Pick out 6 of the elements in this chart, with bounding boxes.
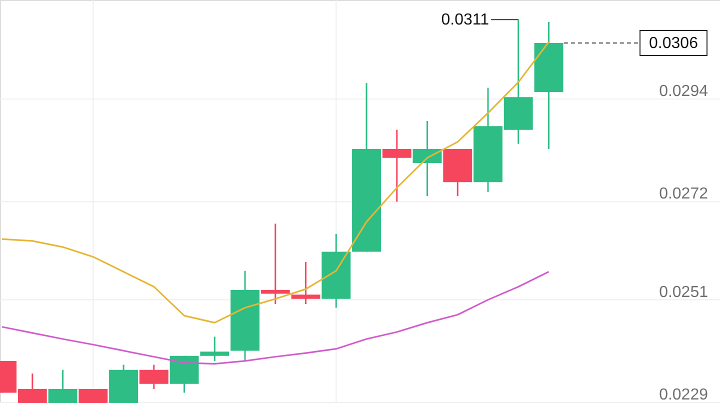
y-tick-label: 0.0294 [659, 83, 708, 100]
annotation: 0.0311 [441, 12, 490, 29]
ref-line-label: 0.0306 [649, 34, 698, 52]
y-tick-label: 0.0229 [659, 386, 708, 403]
y-tick-label: 0.0272 [659, 186, 708, 203]
y-tick-label: 0.0251 [659, 284, 708, 301]
